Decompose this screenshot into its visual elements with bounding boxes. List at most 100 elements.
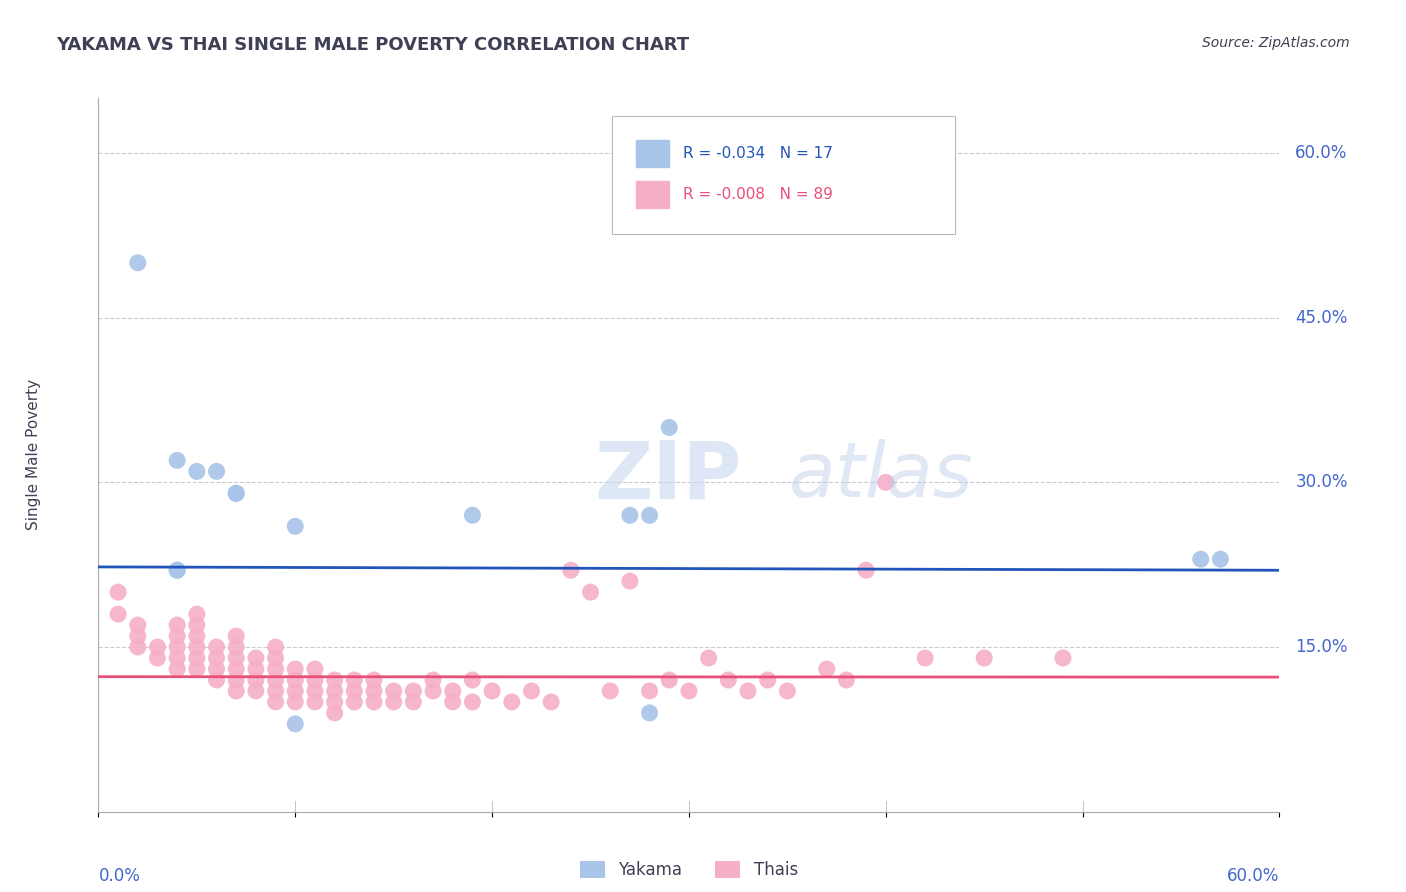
Point [520, 684, 543, 698]
Point [225, 629, 247, 643]
Point [323, 695, 346, 709]
Point [225, 486, 247, 500]
Point [323, 684, 346, 698]
Point [304, 695, 326, 709]
Text: 45.0%: 45.0% [1295, 309, 1347, 326]
Point [166, 662, 188, 676]
FancyBboxPatch shape [612, 116, 955, 234]
Point [225, 673, 247, 687]
Point [264, 640, 287, 654]
Point [638, 684, 661, 698]
Point [166, 618, 188, 632]
Text: 0.0%: 0.0% [98, 867, 141, 885]
Bar [636, 181, 669, 208]
Point [402, 684, 425, 698]
Point [678, 684, 700, 698]
Point [264, 662, 287, 676]
Point [1189, 552, 1212, 566]
Point [245, 662, 267, 676]
Text: R = -0.008   N = 89: R = -0.008 N = 89 [683, 187, 832, 202]
Point [284, 673, 307, 687]
Text: ZIP: ZIP [595, 437, 742, 516]
Point [343, 673, 366, 687]
Point [501, 695, 523, 709]
Point [146, 651, 169, 665]
Point [422, 673, 444, 687]
Point [363, 684, 385, 698]
Point [855, 563, 877, 577]
Point [875, 475, 897, 490]
Point [186, 640, 208, 654]
Point [304, 662, 326, 676]
Point [166, 563, 188, 577]
Point [284, 717, 307, 731]
Point [186, 629, 208, 643]
Point [205, 640, 228, 654]
Point [776, 684, 799, 698]
Point [835, 673, 858, 687]
Point [304, 673, 326, 687]
Text: 60.0%: 60.0% [1295, 144, 1347, 162]
Point [1209, 552, 1232, 566]
Point [146, 640, 169, 654]
Bar [636, 140, 669, 168]
Point [264, 695, 287, 709]
Point [166, 629, 188, 643]
Point [323, 706, 346, 720]
Point [107, 607, 129, 621]
Point [264, 673, 287, 687]
Point [127, 256, 149, 270]
Point [245, 684, 267, 698]
Point [127, 629, 149, 643]
Point [225, 651, 247, 665]
Point [717, 673, 740, 687]
Point [441, 695, 464, 709]
Point [658, 673, 681, 687]
Point [264, 684, 287, 698]
Point [579, 585, 602, 599]
Point [107, 585, 129, 599]
Point [638, 508, 661, 523]
Point [638, 706, 661, 720]
Point [205, 464, 228, 478]
Point [205, 673, 228, 687]
Point [619, 574, 641, 589]
Point [284, 662, 307, 676]
Point [422, 684, 444, 698]
Point [166, 453, 188, 467]
Point [245, 651, 267, 665]
Point [284, 695, 307, 709]
Point [186, 662, 208, 676]
Point [441, 684, 464, 698]
Point [225, 640, 247, 654]
Point [186, 618, 208, 632]
Point [737, 684, 759, 698]
Point [599, 684, 621, 698]
Point [225, 662, 247, 676]
Point [343, 695, 366, 709]
Point [245, 673, 267, 687]
Point [363, 673, 385, 687]
Point [166, 651, 188, 665]
Point [264, 651, 287, 665]
Text: 60.0%: 60.0% [1227, 867, 1279, 885]
Text: 15.0%: 15.0% [1295, 638, 1348, 656]
Point [461, 673, 484, 687]
Point [363, 695, 385, 709]
Point [481, 684, 503, 698]
Text: 30.0%: 30.0% [1295, 474, 1348, 491]
Legend: Yakama, Thais: Yakama, Thais [574, 854, 804, 886]
Point [382, 695, 405, 709]
Point [461, 695, 484, 709]
Point [323, 673, 346, 687]
Point [225, 486, 247, 500]
Point [658, 420, 681, 434]
Point [225, 684, 247, 698]
Point [461, 508, 484, 523]
Point [815, 662, 838, 676]
Point [284, 684, 307, 698]
Point [560, 563, 582, 577]
Point [343, 684, 366, 698]
Text: YAKAMA VS THAI SINGLE MALE POVERTY CORRELATION CHART: YAKAMA VS THAI SINGLE MALE POVERTY CORRE… [56, 36, 689, 54]
Point [127, 618, 149, 632]
